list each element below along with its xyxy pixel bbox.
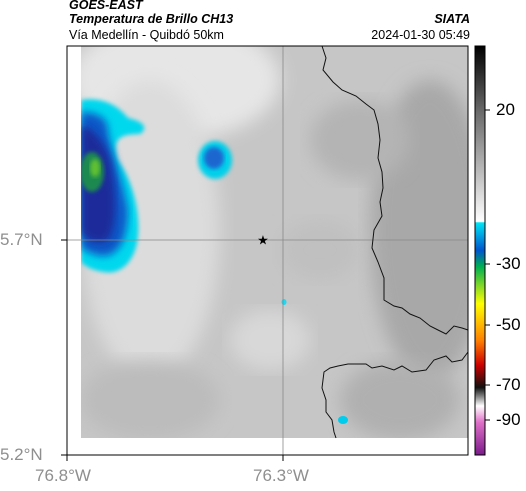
- lon-label: 76.8°W: [35, 466, 91, 485]
- map-frame: [66, 45, 469, 456]
- lat-label: 5.7°N: [0, 230, 43, 249]
- lon-label: 76.3°W: [253, 466, 309, 485]
- colorbar: [474, 45, 486, 456]
- lat-label: 5.2°N: [0, 445, 43, 464]
- colorbar-tick-label: 20: [496, 100, 515, 119]
- colorbar-tick-label: -90: [496, 410, 521, 429]
- location-label: Vía Medellín - Quibdó 50km: [69, 28, 224, 42]
- border-line-south: [321, 351, 469, 439]
- product-title: Temperatura de Brillo CH13: [69, 12, 234, 26]
- location-star-icon: ★: [257, 234, 269, 249]
- source-title: GOES-EAST: [69, 0, 143, 12]
- datetime-label: 2024-01-30 05:49: [371, 28, 470, 42]
- colorbar-tick-label: -70: [496, 375, 521, 394]
- colorbar-tick-label: -30: [496, 254, 521, 273]
- colorbar-tick-label: -50: [496, 315, 521, 334]
- brightness-temperature-field: [81, 46, 468, 438]
- border-line-north: [321, 45, 469, 335]
- organization-label: SIATA: [434, 12, 470, 26]
